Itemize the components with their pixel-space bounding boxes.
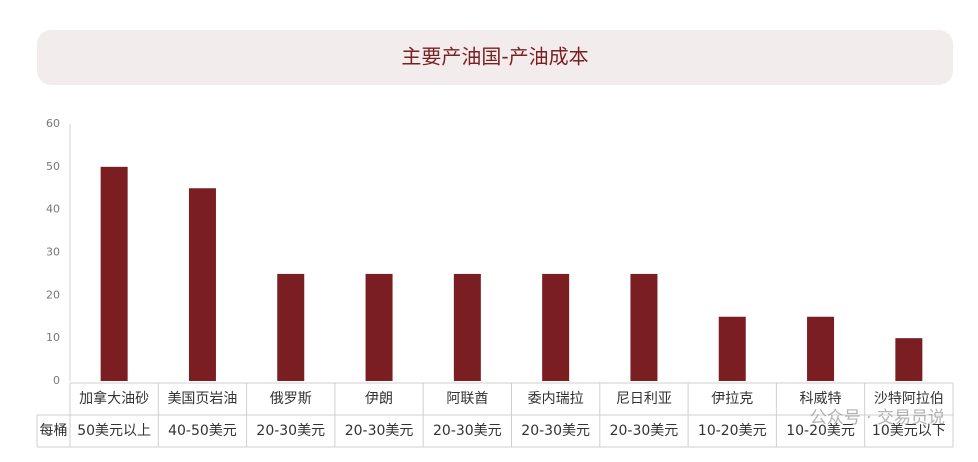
x-tick-label: 尼日利亚 bbox=[616, 391, 672, 407]
x-tick-label: 俄罗斯 bbox=[270, 391, 312, 407]
x-tick-label: 科威特 bbox=[800, 391, 842, 407]
x-tick-label: 沙特阿拉伯 bbox=[874, 391, 944, 407]
y-tick-label: 0 bbox=[53, 374, 60, 387]
bar bbox=[188, 188, 216, 381]
table-cell: 20-30美元 bbox=[433, 423, 502, 439]
table-cell: 20-30美元 bbox=[610, 423, 679, 439]
bar bbox=[718, 316, 746, 381]
bar bbox=[807, 316, 835, 381]
y-tick-label: 10 bbox=[46, 331, 60, 344]
x-tick-label: 美国页岩油 bbox=[167, 391, 237, 407]
x-tick-label: 加拿大油砂 bbox=[79, 390, 149, 407]
title-banner bbox=[37, 30, 953, 85]
table-cell: 50美元以上 bbox=[77, 423, 151, 439]
table-cell: 10美元以下 bbox=[872, 423, 946, 439]
table-cell: 20-30美元 bbox=[521, 423, 590, 439]
y-tick-label: 40 bbox=[46, 203, 60, 216]
y-tick-label: 60 bbox=[46, 117, 60, 130]
table-cell: 20-30美元 bbox=[256, 423, 325, 439]
bar bbox=[100, 166, 128, 381]
x-tick-label: 伊拉克 bbox=[711, 391, 753, 407]
y-tick-label: 30 bbox=[46, 246, 60, 259]
bar bbox=[895, 338, 923, 381]
bar bbox=[630, 273, 658, 381]
table-cell: 40-50美元 bbox=[168, 423, 237, 439]
table-cell: 10-20美元 bbox=[698, 423, 767, 439]
x-tick-label: 委内瑞拉 bbox=[528, 391, 584, 407]
table-cell: 20-30美元 bbox=[345, 423, 414, 439]
bar bbox=[277, 273, 305, 381]
table-cell: 10-20美元 bbox=[786, 423, 855, 439]
x-tick-label: 阿联酋 bbox=[446, 390, 488, 407]
bar bbox=[453, 273, 481, 381]
bar bbox=[365, 273, 393, 381]
y-tick-label: 20 bbox=[46, 288, 60, 301]
watermark: 公众号 · 交易员说 bbox=[810, 408, 945, 428]
y-tick-label: 50 bbox=[46, 160, 60, 173]
table-row-label: 每桶 bbox=[40, 423, 68, 439]
x-tick-label: 伊朗 bbox=[365, 391, 393, 407]
bar bbox=[542, 273, 570, 381]
chart-title: 主要产油国-产油成本 bbox=[401, 45, 588, 69]
